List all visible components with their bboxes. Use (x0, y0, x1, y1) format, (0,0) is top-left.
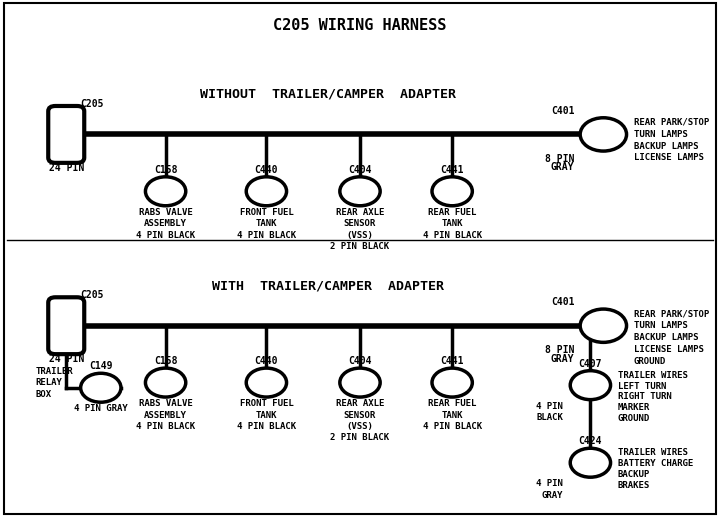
Text: GROUND: GROUND (634, 357, 666, 366)
Text: BACKUP LAMPS: BACKUP LAMPS (634, 142, 698, 150)
Text: GROUND: GROUND (618, 414, 650, 423)
Text: MARKER: MARKER (618, 403, 650, 412)
Text: C205 WIRING HARNESS: C205 WIRING HARNESS (274, 18, 446, 33)
Circle shape (570, 371, 611, 400)
Text: C441: C441 (441, 165, 464, 175)
Text: C407: C407 (579, 359, 602, 369)
Text: BRAKES: BRAKES (618, 481, 650, 490)
Text: LEFT TURN: LEFT TURN (618, 382, 666, 390)
Text: WITH  TRAILER/CAMPER  ADAPTER: WITH TRAILER/CAMPER ADAPTER (212, 279, 444, 292)
Text: REAR AXLE
SENSOR
(VSS)
2 PIN BLACK: REAR AXLE SENSOR (VSS) 2 PIN BLACK (330, 399, 390, 443)
Text: REAR PARK/STOP: REAR PARK/STOP (634, 309, 709, 318)
Circle shape (145, 368, 186, 397)
Circle shape (145, 177, 186, 206)
Text: 4 PIN
GRAY: 4 PIN GRAY (536, 479, 563, 500)
Text: 4 PIN GRAY: 4 PIN GRAY (74, 404, 127, 413)
FancyBboxPatch shape (48, 106, 84, 163)
Text: TRAILER
RELAY
BOX: TRAILER RELAY BOX (36, 367, 73, 399)
Text: C441: C441 (441, 356, 464, 366)
Text: REAR FUEL
TANK
4 PIN BLACK: REAR FUEL TANK 4 PIN BLACK (423, 208, 482, 240)
Text: TRAILER WIRES: TRAILER WIRES (618, 448, 688, 457)
Text: C158: C158 (154, 356, 177, 366)
Text: C149: C149 (89, 361, 112, 371)
Circle shape (340, 177, 380, 206)
Text: 4 PIN
BLACK: 4 PIN BLACK (536, 402, 563, 422)
Text: 24 PIN: 24 PIN (49, 354, 84, 364)
Text: REAR AXLE
SENSOR
(VSS)
2 PIN BLACK: REAR AXLE SENSOR (VSS) 2 PIN BLACK (330, 208, 390, 251)
Text: REAR PARK/STOP: REAR PARK/STOP (634, 118, 709, 127)
Text: TURN LAMPS: TURN LAMPS (634, 130, 688, 139)
Circle shape (432, 177, 472, 206)
Text: 24 PIN: 24 PIN (49, 163, 84, 173)
Text: C404: C404 (348, 165, 372, 175)
Circle shape (246, 177, 287, 206)
Text: C205: C205 (81, 99, 104, 109)
Text: REAR FUEL
TANK
4 PIN BLACK: REAR FUEL TANK 4 PIN BLACK (423, 399, 482, 431)
Text: C205: C205 (81, 291, 104, 300)
Text: TRAILER WIRES: TRAILER WIRES (618, 371, 688, 379)
Circle shape (340, 368, 380, 397)
Text: BACKUP: BACKUP (618, 470, 650, 479)
Text: RIGHT TURN: RIGHT TURN (618, 392, 672, 401)
Text: C401: C401 (551, 297, 575, 307)
Text: 8 PIN: 8 PIN (545, 154, 575, 164)
Text: C404: C404 (348, 356, 372, 366)
Text: LICENSE LAMPS: LICENSE LAMPS (634, 345, 703, 354)
Circle shape (81, 373, 121, 402)
Text: C401: C401 (551, 105, 575, 116)
Circle shape (246, 368, 287, 397)
Text: LICENSE LAMPS: LICENSE LAMPS (634, 154, 703, 162)
Text: BACKUP LAMPS: BACKUP LAMPS (634, 333, 698, 342)
Text: BATTERY CHARGE: BATTERY CHARGE (618, 459, 693, 468)
Text: TURN LAMPS: TURN LAMPS (634, 321, 688, 330)
Text: C424: C424 (579, 436, 602, 446)
Circle shape (432, 368, 472, 397)
Text: C440: C440 (255, 356, 278, 366)
Text: FRONT FUEL
TANK
4 PIN BLACK: FRONT FUEL TANK 4 PIN BLACK (237, 399, 296, 431)
Circle shape (580, 118, 626, 151)
Text: 8 PIN: 8 PIN (545, 345, 575, 356)
Text: FRONT FUEL
TANK
4 PIN BLACK: FRONT FUEL TANK 4 PIN BLACK (237, 208, 296, 240)
Circle shape (580, 309, 626, 342)
Text: GRAY: GRAY (551, 162, 575, 173)
Text: RABS VALVE
ASSEMBLY
4 PIN BLACK: RABS VALVE ASSEMBLY 4 PIN BLACK (136, 399, 195, 431)
Text: GRAY: GRAY (551, 354, 575, 364)
Circle shape (570, 448, 611, 477)
Text: WITHOUT  TRAILER/CAMPER  ADAPTER: WITHOUT TRAILER/CAMPER ADAPTER (199, 88, 456, 101)
FancyBboxPatch shape (48, 297, 84, 354)
Text: C158: C158 (154, 165, 177, 175)
Text: RABS VALVE
ASSEMBLY
4 PIN BLACK: RABS VALVE ASSEMBLY 4 PIN BLACK (136, 208, 195, 240)
Text: C440: C440 (255, 165, 278, 175)
